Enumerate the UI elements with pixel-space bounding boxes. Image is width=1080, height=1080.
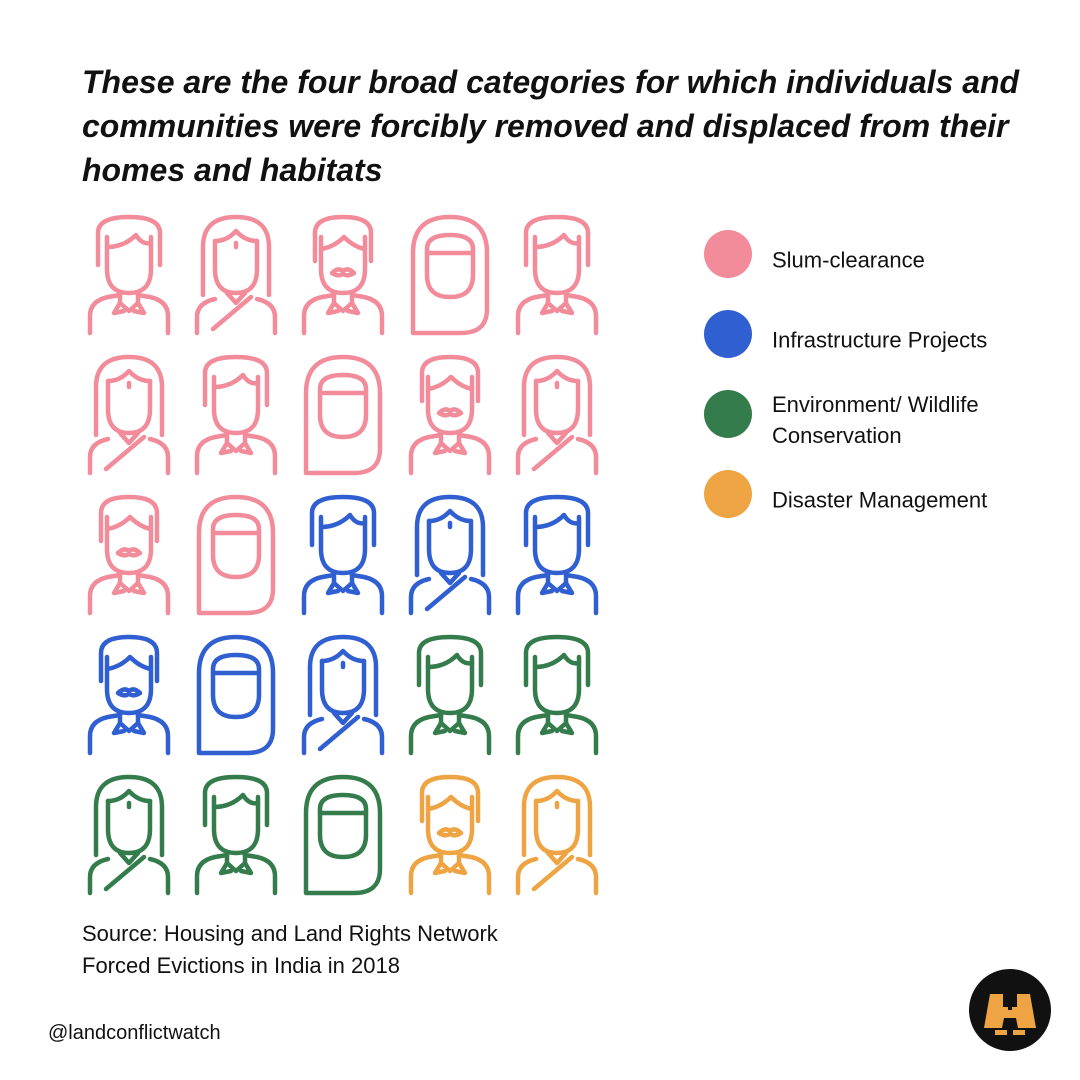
legend-label: Disaster Management bbox=[772, 487, 988, 513]
legend-swatch bbox=[704, 230, 752, 278]
social-handle: @landconflictwatch bbox=[48, 1022, 221, 1044]
mustache-man-icon bbox=[408, 354, 492, 476]
mustache-man-icon bbox=[408, 774, 492, 896]
legend-item-disaster: Disaster Management bbox=[700, 470, 1060, 530]
woman-icon bbox=[408, 494, 492, 616]
woman-icon bbox=[194, 214, 278, 336]
woman-icon bbox=[87, 774, 171, 896]
legend-label: Infrastructure Projects bbox=[772, 327, 988, 353]
man-icon bbox=[194, 354, 278, 476]
man-icon bbox=[87, 214, 171, 336]
man-icon bbox=[515, 494, 599, 616]
hijab-woman-icon bbox=[303, 774, 383, 896]
woman-icon bbox=[515, 354, 599, 476]
man-icon bbox=[515, 214, 599, 336]
man-icon bbox=[301, 494, 385, 616]
legend-item-infrastructure: Infrastructure Projects bbox=[700, 310, 1060, 370]
man-icon bbox=[194, 774, 278, 896]
legend-swatch bbox=[704, 310, 752, 358]
source-line: Forced Evictions in India in 2018 bbox=[82, 953, 400, 978]
legend-label: Environment/ Wildlife Conservation bbox=[772, 392, 979, 448]
woman-icon bbox=[87, 354, 171, 476]
legend-swatch bbox=[704, 470, 752, 518]
legend-item-slum-clearance: Slum-clearance bbox=[700, 230, 1060, 290]
man-icon bbox=[408, 634, 492, 756]
binoculars-logo-icon bbox=[969, 969, 1051, 1051]
mustache-man-icon bbox=[301, 214, 385, 336]
logo-binoculars bbox=[984, 994, 1036, 1035]
woman-icon bbox=[301, 634, 385, 756]
hijab-woman-icon bbox=[303, 354, 383, 476]
chart-title: These are the four broad categories for … bbox=[82, 64, 1020, 188]
hijab-woman-icon bbox=[410, 214, 490, 336]
mustache-man-icon bbox=[87, 634, 171, 756]
hijab-woman-icon bbox=[196, 634, 276, 756]
source-note: Source: Housing and Land Rights Network … bbox=[82, 918, 642, 982]
man-icon bbox=[515, 634, 599, 756]
hijab-woman-icon bbox=[196, 494, 276, 616]
pictogram-grid bbox=[87, 214, 599, 896]
legend-item-environment: Environment/ Wildlife Conservation bbox=[700, 390, 1060, 450]
legend-label: Slum-clearance bbox=[772, 247, 925, 273]
mustache-man-icon bbox=[87, 494, 171, 616]
woman-icon bbox=[515, 774, 599, 896]
source-line: Source: Housing and Land Rights Network bbox=[82, 921, 498, 946]
legend-swatch bbox=[704, 390, 752, 438]
